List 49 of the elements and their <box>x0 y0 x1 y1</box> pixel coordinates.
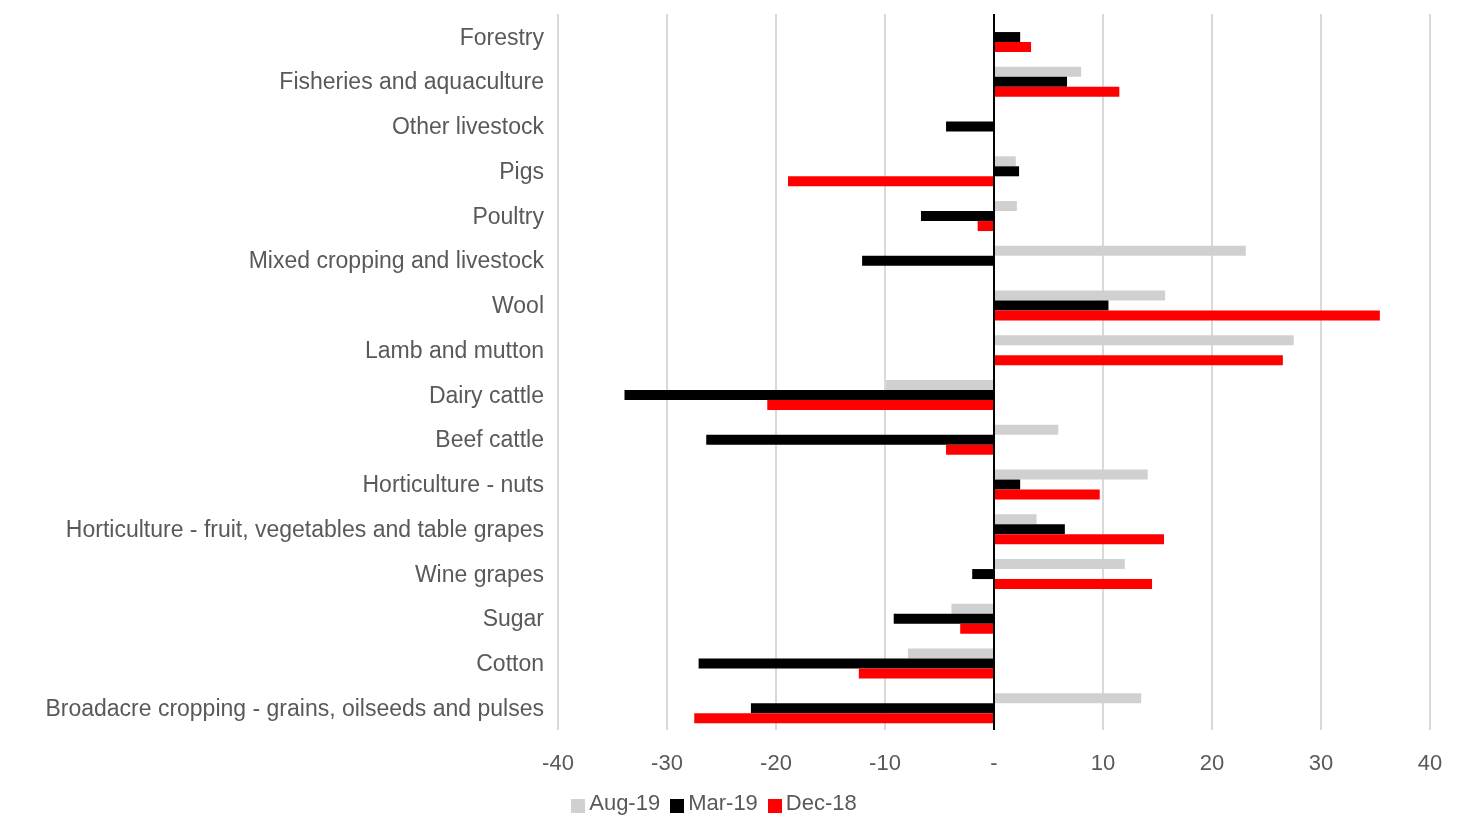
legend-label: Mar-19 <box>688 790 758 815</box>
bar <box>994 489 1100 500</box>
x-tick-label: -30 <box>651 749 683 775</box>
y-tick-label: Cotton <box>476 650 544 677</box>
y-tick-label: Pigs <box>499 157 544 184</box>
bar <box>946 444 994 455</box>
bar <box>994 156 1016 167</box>
legend-label: Aug-19 <box>589 790 661 815</box>
bar <box>994 66 1082 77</box>
bar <box>994 534 1165 545</box>
y-tick-label: Poultry <box>472 202 545 229</box>
x-tick-label: 20 <box>1199 749 1225 775</box>
y-tick-label: Horticulture - nuts <box>362 471 544 498</box>
y-tick-label: Sugar <box>482 605 545 632</box>
bar <box>994 514 1037 525</box>
bar <box>858 668 994 679</box>
bar <box>960 623 994 634</box>
y-tick-label: Forestry <box>459 23 545 50</box>
bar <box>977 221 994 232</box>
x-tick-label: 10 <box>1090 749 1116 775</box>
bar <box>994 579 1153 590</box>
bar <box>694 713 994 724</box>
y-tick-label: Lamb and mutton <box>364 336 544 363</box>
bar <box>907 648 994 659</box>
bar <box>767 400 994 411</box>
bar <box>994 42 1032 53</box>
x-tick-label: -10 <box>869 749 901 775</box>
y-tick-label: Horticulture - fruit, vegetables and table grapes <box>65 515 544 542</box>
y-tick-label: Wine grapes <box>414 560 544 587</box>
bar <box>994 424 1059 435</box>
y-tick-label: Broadacre cropping - grains, oilseeds and pulses <box>45 694 544 721</box>
x-tick-label: 30 <box>1308 749 1334 775</box>
bar <box>951 603 994 614</box>
y-tick-label: Fisheries and aquaculture <box>279 68 544 95</box>
bar <box>994 310 1380 321</box>
y-tick-label: Mixed cropping and livestock <box>248 247 545 274</box>
x-tick-label: -40 <box>542 749 574 775</box>
x-tick-label: 40 <box>1417 749 1443 775</box>
x-tick-label: -20 <box>760 749 792 775</box>
y-tick-label: Wool <box>492 292 544 319</box>
y-tick-label: Other livestock <box>391 113 545 140</box>
bar <box>994 355 1283 366</box>
bar <box>994 86 1120 97</box>
bar <box>994 201 1017 212</box>
x-tick-label: - <box>990 749 998 775</box>
y-tick-label: Dairy cattle <box>428 381 544 408</box>
bar <box>787 176 994 187</box>
y-tick-label: Beef cattle <box>435 426 544 453</box>
legend-label: Dec-18 <box>785 790 857 815</box>
